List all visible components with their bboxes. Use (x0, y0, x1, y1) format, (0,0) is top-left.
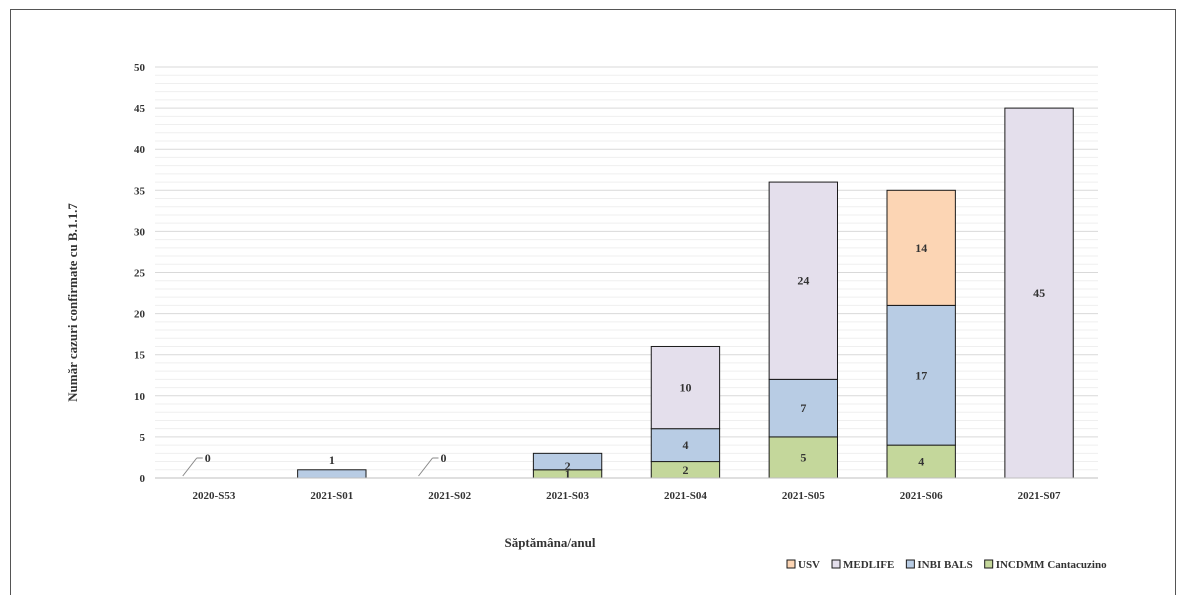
legend-label: INCDMM Cantacuzino (996, 559, 1107, 571)
x-tick-label: 2021-S01 (310, 490, 353, 502)
x-tick-label: 2021-S03 (546, 490, 589, 502)
zero-leader-line (182, 457, 198, 477)
legend-swatch (831, 559, 841, 569)
y-tick-label: 50 (134, 62, 146, 74)
bar-segment (768, 378, 838, 438)
zero-data-label: 0 (441, 451, 447, 465)
gridlines (155, 66, 1098, 471)
y-axis-title: Număr cazuri confirmate cu B.1.1.7 (65, 203, 80, 402)
data-label: 45 (1033, 286, 1045, 300)
bar-segment (886, 444, 956, 479)
y-tick-label: 30 (134, 226, 146, 238)
x-tick-labels: 2020-S53 2021-S01 2021-S02 2021-S03 2021-S04… (193, 490, 1061, 502)
legend-label: INBI BALS (917, 559, 972, 571)
x-tick-label: 2020-S53 (193, 490, 236, 502)
y-tick-label: 15 (134, 350, 146, 362)
y-tick-label: 45 (134, 103, 146, 115)
legend-swatch (905, 559, 915, 569)
data-label: 4 (918, 455, 924, 469)
data-label: 14 (915, 241, 927, 255)
data-label: 24 (797, 274, 809, 288)
y-tick-label: 35 (134, 185, 146, 197)
x-tick-label: 2021-S02 (428, 490, 471, 502)
y-tick-label: 25 (134, 268, 146, 280)
y-tick-label: 20 (134, 309, 146, 321)
y-tick-labels: 0 5 10 15 20 25 30 35 40 45 50 (134, 62, 146, 485)
bar-segment (650, 345, 721, 430)
data-label: 17 (915, 368, 927, 382)
legend-label: MEDLIFE (843, 559, 894, 571)
legend: USV MEDLIFE INBI BALS INCDMM Cantacuzino (786, 559, 1107, 571)
data-label: 10 (679, 381, 691, 395)
y-tick-label: 0 (140, 473, 146, 485)
bar-segment (768, 181, 838, 380)
x-tick-label: 2021-S07 (1018, 490, 1061, 502)
data-label: 4 (682, 438, 688, 452)
bar-segment (297, 469, 367, 479)
bar-segment (532, 452, 603, 471)
x-tick-label: 2021-S06 (900, 490, 943, 502)
data-label: 2 (682, 463, 688, 477)
bar-segment (886, 304, 956, 446)
data-label: 1 (565, 467, 571, 481)
x-axis-title: Săptămâna/anul (504, 535, 595, 550)
data-label: 1 (329, 453, 335, 467)
legend-label: USV (798, 559, 820, 571)
x-tick-label: 2021-S05 (782, 490, 825, 502)
bar-segment (886, 189, 956, 306)
data-label: 7 (800, 401, 806, 415)
data-label: 5 (800, 450, 806, 464)
data-label: 2 (565, 459, 571, 473)
zero-data-label: 0 (205, 451, 211, 465)
y-tick-label: 40 (134, 144, 146, 156)
x-tick-label: 2021-S04 (664, 490, 707, 502)
zero-leader-line (418, 457, 433, 477)
legend-swatch (786, 559, 796, 569)
bar-segment (768, 436, 838, 479)
legend-swatch (984, 559, 994, 569)
bar-segment (1004, 107, 1074, 479)
y-tick-label: 10 (134, 391, 146, 403)
chart-frame (10, 9, 1176, 595)
y-tick-label: 5 (140, 432, 146, 444)
